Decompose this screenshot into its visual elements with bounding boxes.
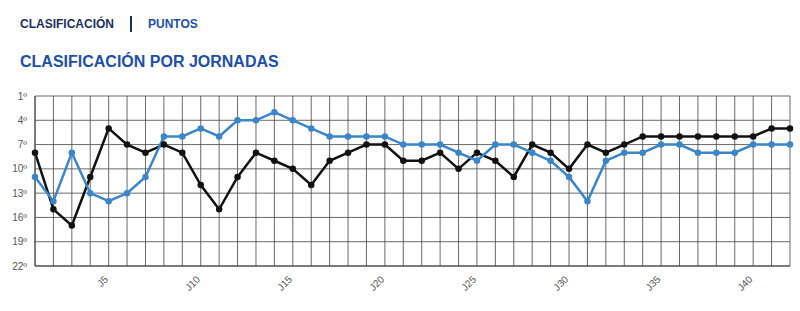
svg-text:J20: J20	[367, 273, 386, 292]
html-text:PUNTOS: PUNTOS	[148, 17, 198, 31]
svg-text:J40: J40	[735, 273, 754, 292]
svg-text:4º: 4º	[18, 115, 28, 126]
svg-text:J30: J30	[551, 273, 570, 292]
svg-text:J5: J5	[95, 273, 111, 289]
svg-text:J10: J10	[183, 273, 202, 292]
svg-text:1º: 1º	[18, 91, 28, 102]
svg-text:7º: 7º	[18, 139, 28, 150]
svg-text:J25: J25	[459, 273, 478, 292]
svg-text:19º: 19º	[12, 236, 27, 247]
svg-text:16º: 16º	[12, 212, 27, 223]
svg-text:J35: J35	[643, 273, 662, 292]
svg-text:J15: J15	[275, 273, 294, 292]
svg-text:22º: 22º	[12, 261, 27, 272]
svg-text:13º: 13º	[12, 188, 27, 199]
html-text:CLASIFICACIÓN: CLASIFICACIÓN	[20, 17, 114, 31]
svg-text:10º: 10º	[12, 163, 27, 174]
html-text:CLASIFICACIÓN POR JORNADAS: CLASIFICACIÓN POR JORNADAS	[20, 53, 279, 70]
